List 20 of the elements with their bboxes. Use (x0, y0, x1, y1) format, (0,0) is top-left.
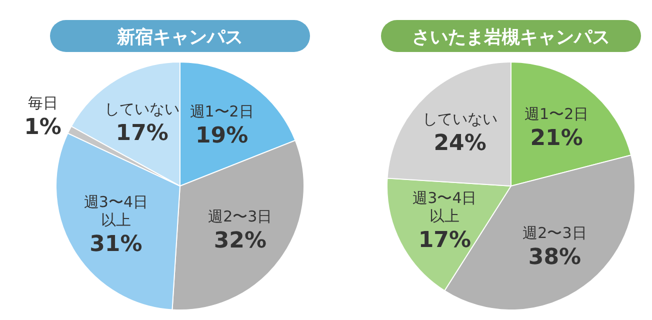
data-label: 21% (530, 126, 583, 152)
slice-label: していない (104, 100, 180, 118)
slice-label: 週3〜4日以上 (84, 192, 148, 229)
data-label: 1% (24, 115, 62, 140)
slice-label: 週2〜3日 (208, 208, 272, 226)
data-label: 32% (214, 228, 267, 254)
slice-label: 週2〜3日 (522, 224, 587, 242)
slice-label: 週1〜2日 (190, 102, 254, 120)
slice-label: 週3〜4日以上 (412, 188, 477, 225)
data-label: 38% (528, 245, 582, 270)
chart-title: さいたま岩槻キャンパス (412, 27, 610, 48)
data-label: 19% (195, 123, 248, 148)
chart-title: 新宿キャンパス (116, 27, 243, 48)
data-label: 31% (90, 232, 142, 257)
data-label: 24% (434, 130, 486, 156)
slice-label: していない (422, 110, 498, 128)
data-label: 17% (116, 120, 168, 146)
data-label: 17% (418, 228, 472, 253)
slice-label: 週1〜2日 (524, 105, 589, 124)
slice-label: 毎日 (28, 94, 58, 112)
